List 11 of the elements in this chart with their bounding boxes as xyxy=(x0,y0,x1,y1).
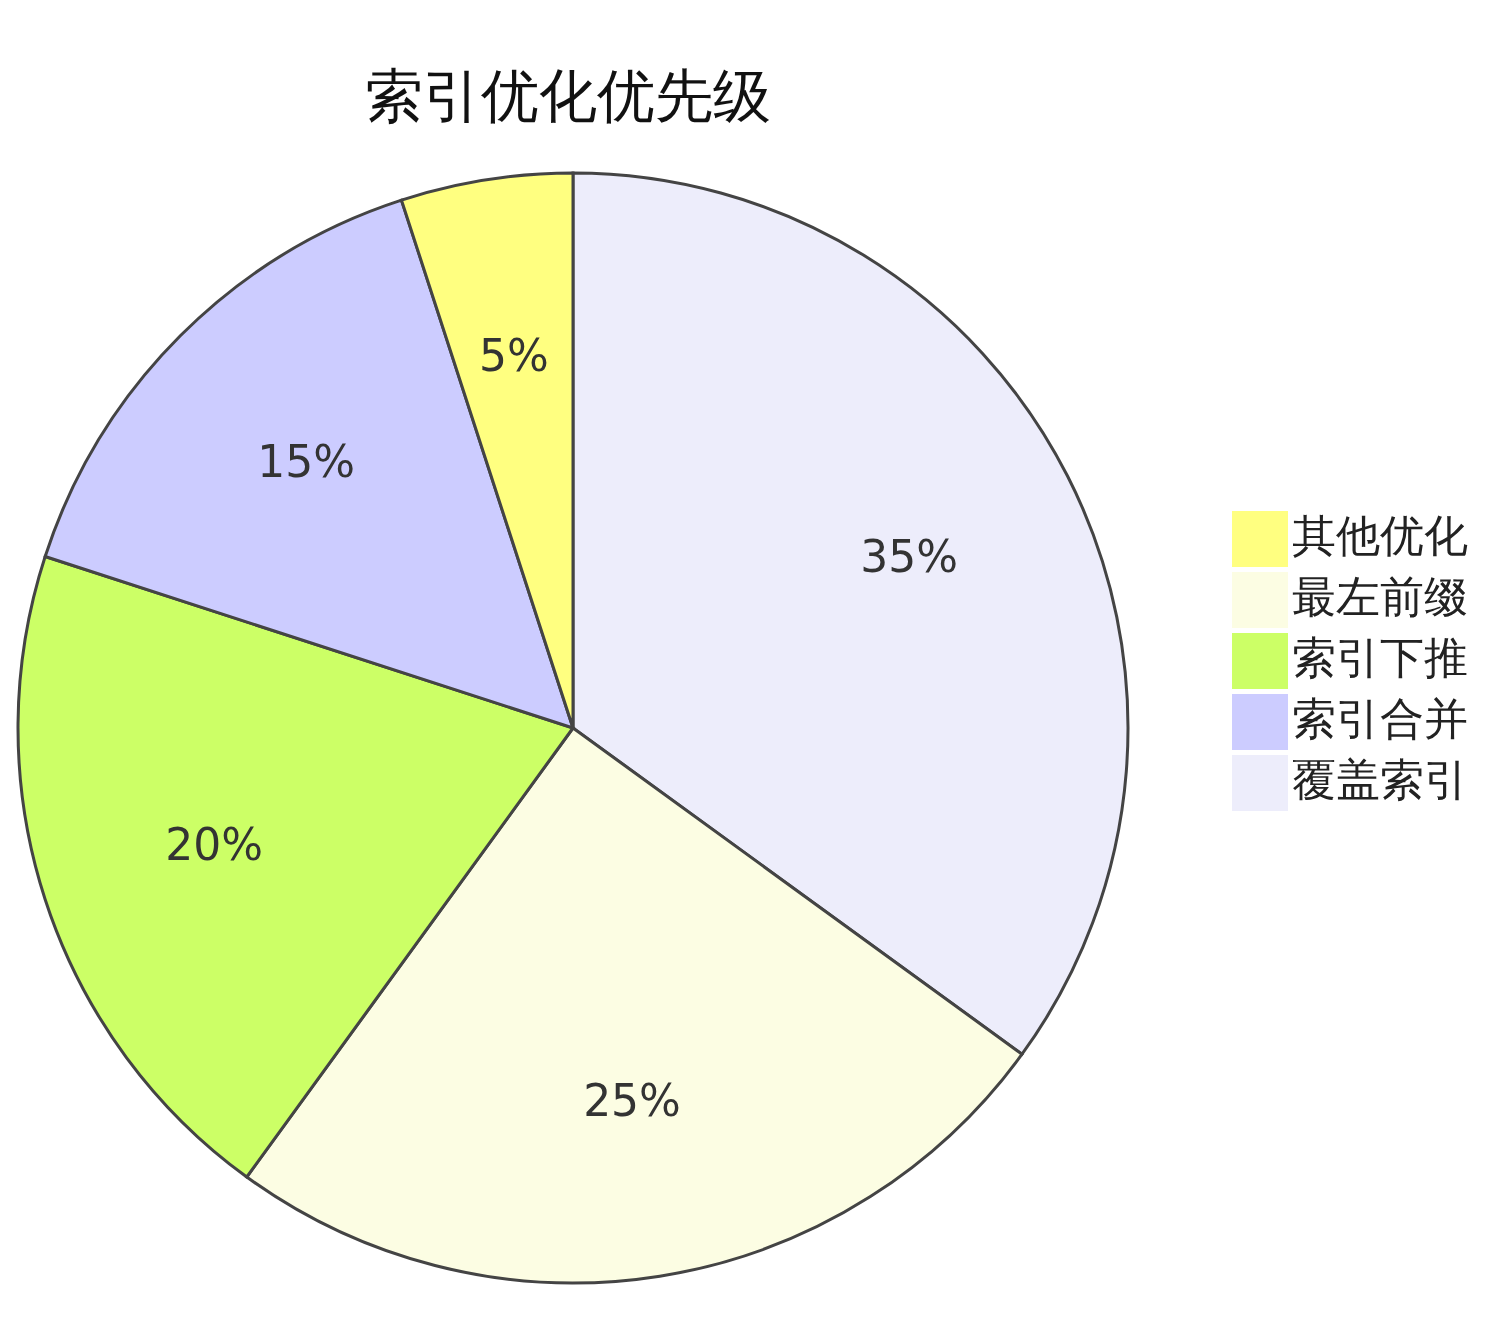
data-label: 5% xyxy=(479,329,549,381)
data-label: 25% xyxy=(583,1075,681,1127)
data-label: 35% xyxy=(860,531,959,583)
data-label: 20% xyxy=(165,819,263,871)
legend-label: 覆盖索引 xyxy=(1292,753,1468,805)
legend-label: 其他优化 xyxy=(1292,509,1468,561)
legend-label: 索引下推 xyxy=(1292,631,1468,683)
chart-title: 索引优化优先级 xyxy=(364,61,772,132)
legend-label: 索引合并 xyxy=(1292,692,1468,744)
data-label: 15% xyxy=(257,435,356,487)
legend-label: 最左前缀 xyxy=(1292,570,1468,622)
